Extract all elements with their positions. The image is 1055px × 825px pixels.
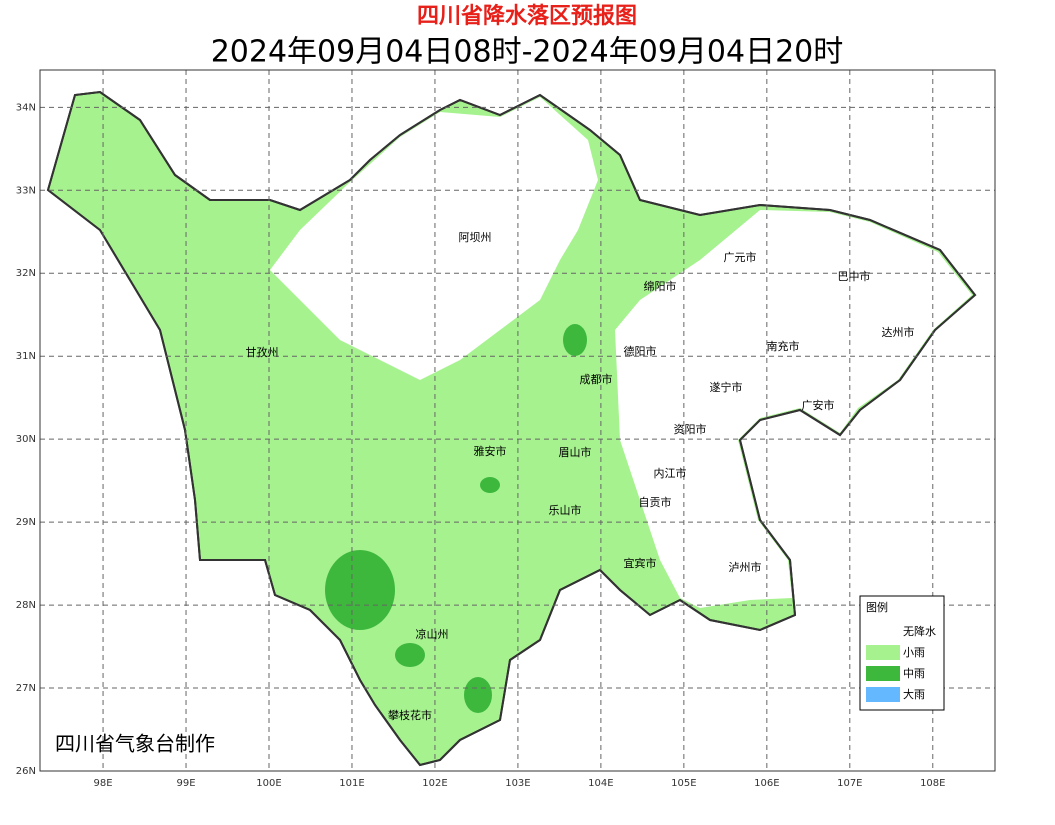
x-tick-label: 102E [422,778,447,789]
city-label: 甘孜州 [246,345,279,359]
y-tick-label: 34N [16,102,36,113]
legend-swatch [866,666,900,681]
city-label: 南充市 [767,339,800,353]
city-label: 宜宾市 [624,556,657,570]
x-tick-label: 103E [505,778,530,789]
legend-swatch [866,624,900,639]
city-label: 乐山市 [549,503,582,517]
city-label: 资阳市 [674,422,707,436]
subtitle: 2024年09月04日08时-2024年09月04日20时 [211,35,844,70]
moderate-rain-area [464,677,492,713]
y-tick-label: 30N [16,434,36,445]
legend-label: 无降水 [903,624,936,638]
legend-label: 中雨 [903,667,925,680]
no-rain-area [270,97,598,380]
legend-swatch [866,645,900,660]
city-label: 巴中市 [838,269,871,283]
x-tick-label: 104E [588,778,613,789]
y-tick-label: 27N [16,683,36,694]
city-label: 达州市 [882,325,915,339]
moderate-rain-area [563,324,587,356]
legend-swatch [866,687,900,702]
city-label: 泸州市 [729,560,762,574]
city-label: 攀枝花市 [388,708,432,722]
city-label: 凉山州 [416,627,449,641]
x-tick-label: 100E [256,778,281,789]
city-label: 阿坝州 [459,230,492,244]
province-border [46,90,977,767]
y-tick-label: 29N [16,517,36,528]
map-frame [39,69,996,772]
x-tick-label: 108E [920,778,945,789]
city-label: 绵阳市 [644,279,677,293]
city-label: 广元市 [724,250,757,264]
y-tick-label: 32N [16,268,36,279]
no-rain-area [615,210,972,608]
x-tick-label: 98E [94,778,113,789]
y-tick-label: 26N [16,766,36,777]
x-tick-label: 105E [671,778,696,789]
city-label: 眉山市 [559,445,592,459]
city-label: 自贡市 [639,495,672,509]
moderate-rain-area [480,477,500,493]
title: 四川省降水落区预报图 [417,4,637,29]
city-label: 内江市 [654,466,687,480]
moderate-rain-area [395,643,425,667]
x-tick-label: 99E [177,778,196,789]
legend-label: 大雨 [903,687,925,701]
legend-title: 图例 [866,600,888,614]
city-label: 成都市 [580,372,613,386]
city-label: 遂宁市 [710,380,743,394]
x-tick-label: 107E [837,778,862,789]
y-tick-label: 28N [16,600,36,611]
city-label: 德阳市 [624,344,657,358]
city-label: 雅安市 [474,444,507,458]
city-label: 广安市 [802,398,835,412]
y-tick-label: 33N [16,185,36,196]
y-tick-label: 31N [16,351,36,362]
moderate-rain-area [325,550,395,630]
legend-label: 小雨 [903,646,925,659]
province-map [46,90,977,767]
x-tick-label: 106E [754,778,779,789]
x-tick-label: 101E [339,778,364,789]
credit: 四川省气象台制作 [55,732,215,756]
